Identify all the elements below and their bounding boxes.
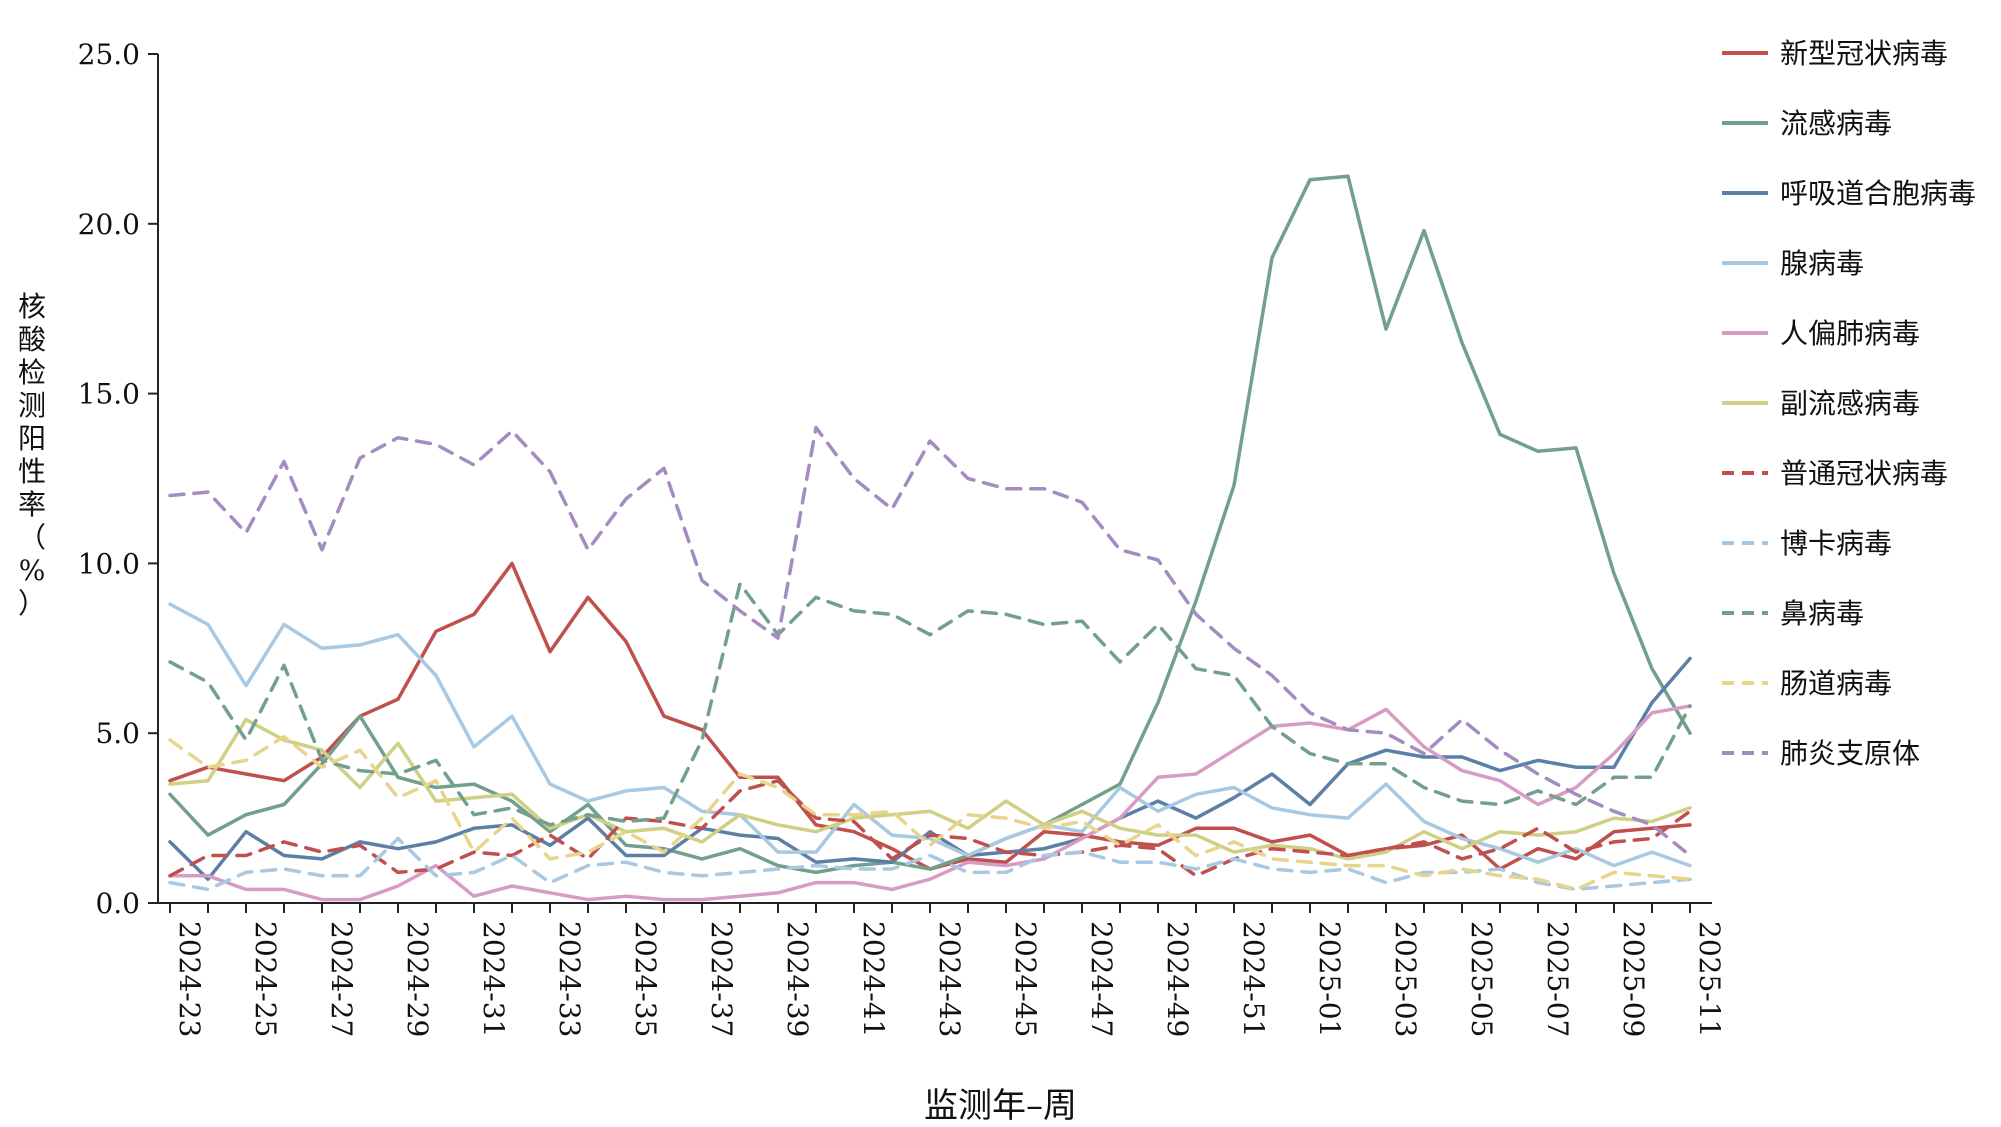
- y-tick-label: 5.0: [95, 717, 140, 750]
- legend-label: 普通冠状病毒: [1780, 457, 1949, 490]
- x-tick-label: 2024-25: [249, 921, 282, 1037]
- legend-swatch: [1722, 471, 1768, 475]
- legend-item: 肺炎支原体: [1720, 730, 2000, 770]
- y-axis-label-char: ）: [17, 587, 46, 620]
- legend-item: 肠道病毒: [1720, 660, 2000, 700]
- x-tick-label: 2025-01: [1313, 921, 1346, 1037]
- legend-label: 呼吸道合胞病毒: [1780, 177, 1977, 210]
- legend-label: 人偏肺病毒: [1780, 317, 1921, 350]
- legend-swatch: [1722, 681, 1768, 685]
- x-tick-label: 2024-27: [325, 921, 358, 1037]
- series-line: [168, 717, 1692, 861]
- legend-item: 流感病毒: [1720, 100, 2000, 140]
- series-line: [168, 425, 1692, 858]
- legend-label: 副流感病毒: [1780, 387, 1921, 420]
- series-line: [168, 704, 1692, 902]
- y-axis-label-char: 核: [17, 290, 46, 323]
- y-axis-label-char: 检: [17, 356, 46, 389]
- x-tick-label: 2025-05: [1465, 921, 1498, 1037]
- x-tick-label: 2024-47: [1085, 921, 1118, 1037]
- legend-label: 新型冠状病毒: [1780, 37, 1949, 70]
- legend-label: 博卡病毒: [1780, 527, 1893, 560]
- x-tick-label: 2025-09: [1617, 921, 1650, 1037]
- x-tick-label: 2025-11: [1693, 921, 1726, 1037]
- legend-label: 肠道病毒: [1780, 667, 1893, 700]
- legend-label: 肺炎支原体: [1780, 737, 1921, 770]
- legend-swatch: [1722, 51, 1768, 55]
- y-axis-label-char: 阳: [17, 422, 46, 455]
- x-tick-label: 2024-41: [857, 921, 890, 1037]
- x-tick-label: 2024-23: [173, 921, 206, 1037]
- x-tick-label: 2024-29: [401, 921, 434, 1037]
- chart-axes: [157, 54, 1712, 904]
- series-line: [168, 561, 1692, 871]
- y-axis-ticks: 0.0 5.0 10.0 15.0 20.0 25.0: [78, 38, 158, 920]
- y-axis-label-char: 性: [17, 455, 46, 488]
- legend-label: 流感病毒: [1780, 107, 1893, 140]
- legend-item: 人偏肺病毒: [1720, 310, 2000, 350]
- series-line: [168, 174, 1692, 875]
- y-axis-label-char: （: [17, 521, 46, 554]
- legend-item: 副流感病毒: [1720, 380, 2000, 420]
- x-tick-label: 2024-51: [1237, 921, 1270, 1037]
- series-line: [168, 734, 1692, 892]
- series-line: [168, 602, 1692, 868]
- legend-swatch: [1722, 191, 1768, 195]
- series-line: [168, 582, 1692, 827]
- legend-item: 普通冠状病毒: [1720, 450, 2000, 490]
- legend-label: 腺病毒: [1780, 247, 1865, 280]
- series-line: [168, 836, 1692, 892]
- x-tick-label: 2024-49: [1161, 921, 1194, 1037]
- series-lines: [168, 174, 1692, 902]
- legend-item: 新型冠状病毒: [1720, 30, 2000, 70]
- legend-swatch: [1722, 261, 1768, 265]
- x-tick-label: 2024-37: [705, 921, 738, 1037]
- legend-item: 博卡病毒: [1720, 520, 2000, 560]
- y-tick-label: 0.0: [95, 887, 140, 920]
- y-axis-label-char: 测: [17, 389, 46, 422]
- legend-swatch: [1722, 611, 1768, 615]
- x-tick-label: 2024-35: [629, 921, 662, 1037]
- legend-swatch: [1722, 751, 1768, 755]
- x-axis-ticks: 2024-23 2024-25 2024-27 2024-29 2024-31 2024-…: [169, 903, 1726, 1037]
- y-axis-label-char: 酸: [17, 323, 46, 356]
- legend-swatch: [1722, 541, 1768, 545]
- y-tick-label: 15.0: [78, 378, 140, 411]
- x-tick-label: 2025-03: [1389, 921, 1422, 1037]
- x-tick-label: 2024-45: [1009, 921, 1042, 1037]
- legend-item: 鼻病毒: [1720, 590, 2000, 630]
- y-tick-label: 10.0: [78, 547, 140, 580]
- x-tick-label: 2025-07: [1541, 921, 1574, 1037]
- y-tick-label: 25.0: [78, 38, 140, 71]
- legend-item: 腺病毒: [1720, 240, 2000, 280]
- y-tick-label: 20.0: [78, 208, 140, 241]
- legend-swatch: [1722, 331, 1768, 335]
- series-line: [168, 778, 1692, 878]
- x-tick-label: 2024-43: [933, 921, 966, 1037]
- x-tick-label: 2024-31: [477, 921, 510, 1037]
- y-axis-label: 核酸检测阳性率（%）: [12, 290, 52, 620]
- legend-label: 鼻病毒: [1780, 597, 1865, 630]
- x-tick-label: 2024-39: [781, 921, 814, 1037]
- y-axis-label-char: 率: [17, 488, 46, 521]
- legend-item: 呼吸道合胞病毒: [1720, 170, 2000, 210]
- legend-swatch: [1722, 121, 1768, 125]
- series-line: [168, 656, 1692, 881]
- y-axis-label-char: %: [18, 554, 46, 587]
- x-tick-label: 2024-33: [553, 921, 586, 1037]
- legend-swatch: [1722, 401, 1768, 405]
- x-axis-label: 监测年–周: [924, 1086, 1077, 1126]
